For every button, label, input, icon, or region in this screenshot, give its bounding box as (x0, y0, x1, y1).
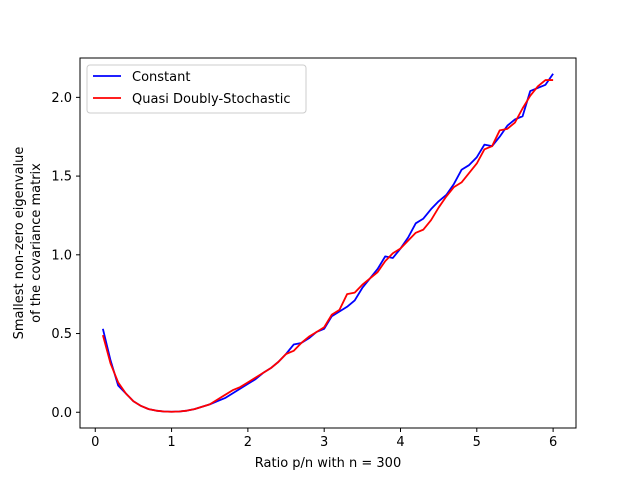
y-axis-label-line-2: of the covariance matrix (29, 163, 44, 323)
x-axis: 0 1 2 3 4 5 6 (91, 428, 557, 450)
y-tick-label: 2.0 (51, 91, 72, 106)
x-tick-label: 6 (549, 435, 557, 450)
x-tick-label: 1 (167, 435, 175, 450)
y-tick-label: 1.0 (51, 248, 72, 263)
y-tick-label: 0.5 (51, 327, 72, 342)
series-line-quasi-doubly-stochastic (102, 79, 554, 413)
legend-label-constant: Constant (132, 70, 190, 85)
y-axis-label-line-1: Smallest non-zero eigenvalue (12, 147, 27, 340)
y-tick-label: 0.0 (51, 406, 72, 421)
axes-frame (79, 57, 577, 429)
y-axis: 0.0 0.5 1.0 1.5 2.0 (51, 91, 80, 421)
legend-box (86, 64, 307, 114)
x-axis-label: Ratio p/n with n = 300 (255, 456, 401, 471)
x-tick-label: 0 (91, 435, 99, 450)
legend-label-quasi-doubly-stochastic: Quasi Doubly-Stochastic (132, 92, 290, 107)
y-tick-label: 1.5 (51, 170, 72, 185)
legend: Constant Quasi Doubly-Stochastic (86, 64, 307, 114)
x-tick-label: 4 (396, 435, 404, 450)
x-tick-label: 2 (244, 435, 252, 450)
plot-lines (102, 73, 554, 413)
x-tick-label: 5 (473, 435, 481, 450)
x-tick-label: 3 (320, 435, 328, 450)
